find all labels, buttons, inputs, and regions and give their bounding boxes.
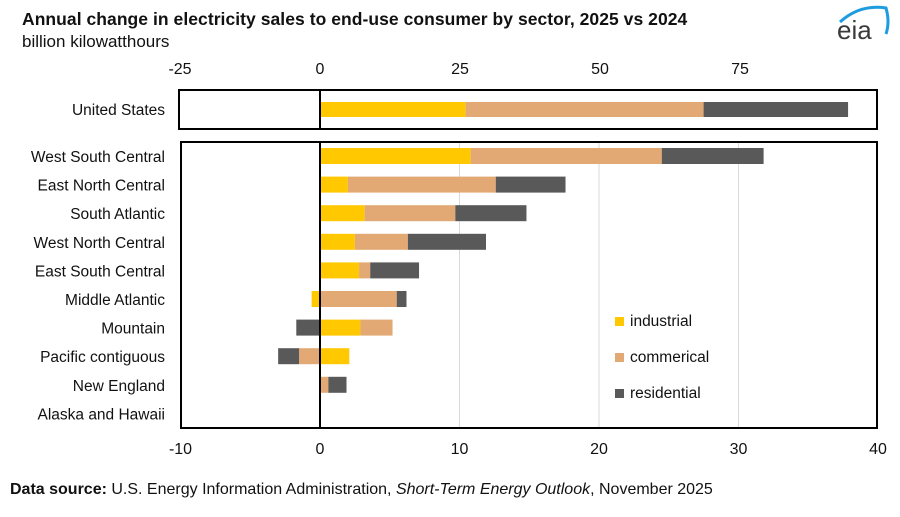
bar-segment-commerical	[359, 262, 371, 279]
bar-segment-commerical	[320, 291, 397, 307]
bar-segment-industrial	[320, 348, 350, 365]
bar-segment-commerical	[465, 102, 704, 117]
regional-panel-frame	[180, 141, 878, 429]
legend-swatch-residential	[615, 389, 624, 398]
category-label: West South Central	[31, 149, 165, 166]
bar-segment-industrial	[320, 102, 466, 117]
bar-segment-industrial	[320, 148, 471, 164]
bar-segment-industrial	[320, 205, 365, 222]
category-label: New England	[73, 378, 165, 395]
bar-segment-residential	[495, 176, 566, 193]
bottom-tick-label: 30	[730, 441, 748, 458]
bar-segment-industrial	[320, 262, 360, 279]
bottom-x-axis: -10 0 10 20 30 40	[169, 441, 887, 458]
bar-segment-residential	[296, 319, 320, 336]
data-source: Data source: U.S. Energy Information Adm…	[10, 481, 713, 499]
logo-arc	[838, 5, 890, 35]
bar-segment-commerical	[354, 233, 408, 250]
bar-segment-residential	[703, 102, 849, 117]
category-label: Middle Atlantic	[65, 292, 165, 309]
bar-segment-commerical	[470, 148, 662, 164]
national-panel	[178, 89, 878, 130]
bottom-tick-label: 40	[869, 441, 887, 458]
national-panel-frame	[178, 89, 878, 130]
top-tick-label: 0	[316, 61, 325, 78]
legend-swatch-industrial	[615, 317, 624, 326]
eia-logo-icon: eia	[837, 5, 890, 44]
category-label: West North Central	[33, 235, 165, 252]
bar-segment-residential	[278, 348, 300, 365]
category-label: United States	[72, 102, 165, 119]
category-label: South Atlantic	[70, 206, 165, 223]
legend-label: commerical	[630, 349, 709, 366]
legend-label: residential	[630, 385, 701, 402]
bottom-tick-label: 10	[451, 441, 469, 458]
bar-segment-residential	[370, 262, 420, 279]
category-label: Alaska and Hawaii	[37, 406, 165, 423]
bar-segment-residential	[455, 205, 527, 222]
chart-subtitle: billion kilowatthours	[22, 32, 170, 51]
top-tick-label: -25	[168, 61, 191, 78]
legend-label: industrial	[630, 313, 692, 330]
source-label: Data source:	[10, 481, 107, 498]
category-label: Mountain	[101, 321, 165, 338]
bar-segment-industrial	[320, 233, 355, 250]
legend: industrial commerical residential	[615, 313, 709, 402]
bar-segment-residential	[661, 148, 764, 164]
bar-segment-commerical	[299, 348, 320, 365]
bar-segment-residential	[396, 291, 407, 307]
bar-segment-industrial	[311, 291, 320, 307]
legend-swatch-commerical	[615, 353, 624, 362]
bar-segment-commerical	[360, 319, 393, 336]
source-publication: Short-Term Energy Outlook	[395, 481, 591, 498]
top-tick-label: 50	[591, 61, 609, 78]
bar-segment-commerical	[364, 205, 456, 222]
category-label: Pacific contiguous	[40, 349, 165, 366]
source-date: , November 2025	[590, 481, 713, 498]
bar-segment-residential	[328, 376, 347, 393]
top-tick-label: 25	[451, 61, 469, 78]
logo-text: eia	[837, 15, 872, 44]
category-label: East South Central	[35, 263, 165, 280]
bottom-tick-label: 0	[316, 441, 325, 458]
bar-segment-residential	[407, 233, 487, 250]
top-tick-label: 75	[731, 61, 749, 78]
bar-segment-industrial	[320, 176, 348, 193]
chart-area: -25 0 25 50 75 -10 0 10 20 30 40 West South Centr…	[31, 61, 887, 458]
bar-segment-commerical	[347, 176, 496, 193]
bar-segment-industrial	[320, 319, 361, 336]
bottom-tick-label: -10	[169, 441, 192, 458]
chart-title: Annual change in electricity sales to en…	[22, 9, 688, 29]
category-labels: West South Central East North Central Sout…	[31, 102, 165, 423]
top-x-axis: -25 0 25 50 75	[168, 61, 749, 78]
regional-panel	[180, 141, 878, 429]
bottom-tick-label: 20	[590, 441, 608, 458]
source-text: U.S. Energy Information Administration,	[106, 481, 396, 498]
category-label: East North Central	[38, 178, 166, 195]
bar-segment-commerical	[320, 376, 329, 393]
